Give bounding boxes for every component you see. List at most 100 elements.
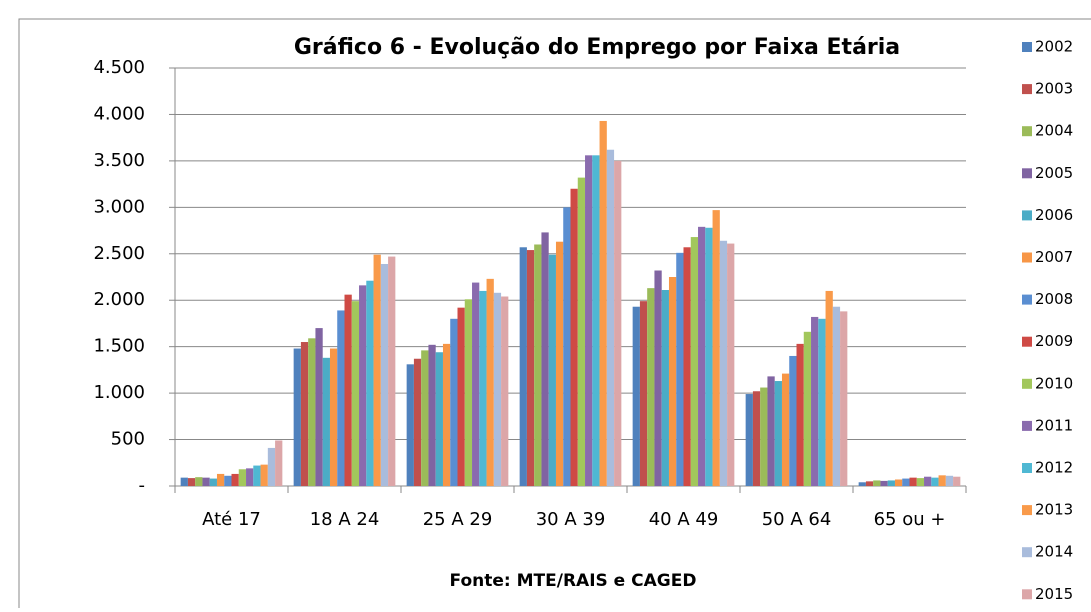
bar <box>727 243 735 486</box>
bar <box>486 278 494 486</box>
bar <box>752 391 761 486</box>
bar <box>442 343 451 486</box>
bar <box>366 280 374 486</box>
source-note: Fonte: MTE/RAIS e CAGED <box>450 571 697 591</box>
legend-swatch <box>1022 420 1032 431</box>
bar <box>825 290 833 486</box>
bar <box>683 247 691 486</box>
y-tick-label: 1.000 <box>93 382 145 403</box>
bar <box>614 160 622 486</box>
bar <box>421 350 429 486</box>
bar <box>938 475 946 486</box>
y-tick-label: 1.500 <box>93 336 145 357</box>
bar <box>654 270 662 486</box>
bar <box>676 252 684 486</box>
bar <box>435 352 443 486</box>
legend-swatch <box>1022 336 1032 347</box>
bar <box>767 376 775 486</box>
bar <box>526 250 535 486</box>
legend-label: 2009 <box>1035 332 1073 350</box>
bar <box>632 306 640 486</box>
bar <box>555 241 564 486</box>
bar <box>450 318 458 486</box>
bar <box>599 120 607 487</box>
bar <box>781 373 790 486</box>
bar <box>745 394 753 486</box>
legend-label: 2003 <box>1035 80 1073 98</box>
bar <box>606 149 615 486</box>
bar <box>668 277 677 486</box>
bar <box>712 210 720 486</box>
y-tick-label: 4.000 <box>93 103 145 124</box>
bar <box>322 357 330 486</box>
bar <box>293 348 301 486</box>
bar <box>260 464 268 486</box>
legend-swatch <box>1022 126 1032 137</box>
bar <box>534 244 542 486</box>
bar <box>639 301 648 486</box>
legend-swatch <box>1022 378 1032 389</box>
bar <box>916 478 925 486</box>
bar <box>796 343 804 486</box>
bar <box>224 475 232 486</box>
legend-swatch <box>1022 294 1032 305</box>
bar <box>359 285 367 486</box>
legend-label: 2005 <box>1035 164 1073 182</box>
bar <box>698 226 706 486</box>
bar <box>479 290 487 486</box>
bar <box>865 481 874 486</box>
y-tick-label: 500 <box>111 429 145 450</box>
bar <box>180 477 188 486</box>
y-tick-label: 3.500 <box>93 150 145 171</box>
bar <box>209 478 217 486</box>
legend-swatch <box>1022 252 1032 263</box>
bar <box>428 344 436 486</box>
legend-swatch <box>1022 547 1032 558</box>
bar <box>832 306 841 486</box>
x-tick-label: 30 A 39 <box>536 509 606 530</box>
bar <box>840 311 848 486</box>
x-tick-label: 50 A 64 <box>762 509 832 530</box>
bar <box>902 478 910 486</box>
legend-label: 2012 <box>1035 459 1073 477</box>
legend-label: 2010 <box>1035 374 1073 392</box>
legend-label: 2004 <box>1035 122 1073 140</box>
bar <box>887 480 895 486</box>
legend-swatch <box>1022 505 1032 516</box>
bar <box>238 469 247 486</box>
legend-swatch <box>1022 210 1032 221</box>
bar <box>873 480 881 486</box>
x-tick-label: 65 ou + <box>874 509 946 530</box>
bar <box>585 155 593 486</box>
legend-swatch <box>1022 463 1032 473</box>
legend-label: 2007 <box>1035 248 1073 266</box>
bar <box>811 316 819 486</box>
bar <box>803 331 812 486</box>
y-tick-label: 2.000 <box>93 289 145 310</box>
bar <box>457 307 465 486</box>
bar <box>337 310 345 486</box>
legend-swatch <box>1022 84 1032 95</box>
bar <box>300 342 309 486</box>
chart-frame <box>18 18 1091 612</box>
bar <box>308 338 316 486</box>
bar <box>344 294 352 486</box>
y-tick-label: - <box>139 475 146 496</box>
bar <box>719 240 728 486</box>
bar <box>789 355 797 486</box>
bar <box>548 254 556 486</box>
bar <box>187 478 196 486</box>
bar <box>880 480 888 486</box>
bar <box>501 296 509 486</box>
bar <box>577 177 586 486</box>
x-tick-label: 40 A 49 <box>649 509 719 530</box>
bar <box>246 468 254 486</box>
y-tick-label: 4.500 <box>93 57 145 78</box>
bar <box>592 155 600 486</box>
bar <box>388 256 396 486</box>
bar <box>373 254 381 486</box>
x-tick-label: 25 A 29 <box>423 509 493 530</box>
legend-label: 2011 <box>1035 416 1073 434</box>
legend-label: 2002 <box>1035 38 1073 56</box>
